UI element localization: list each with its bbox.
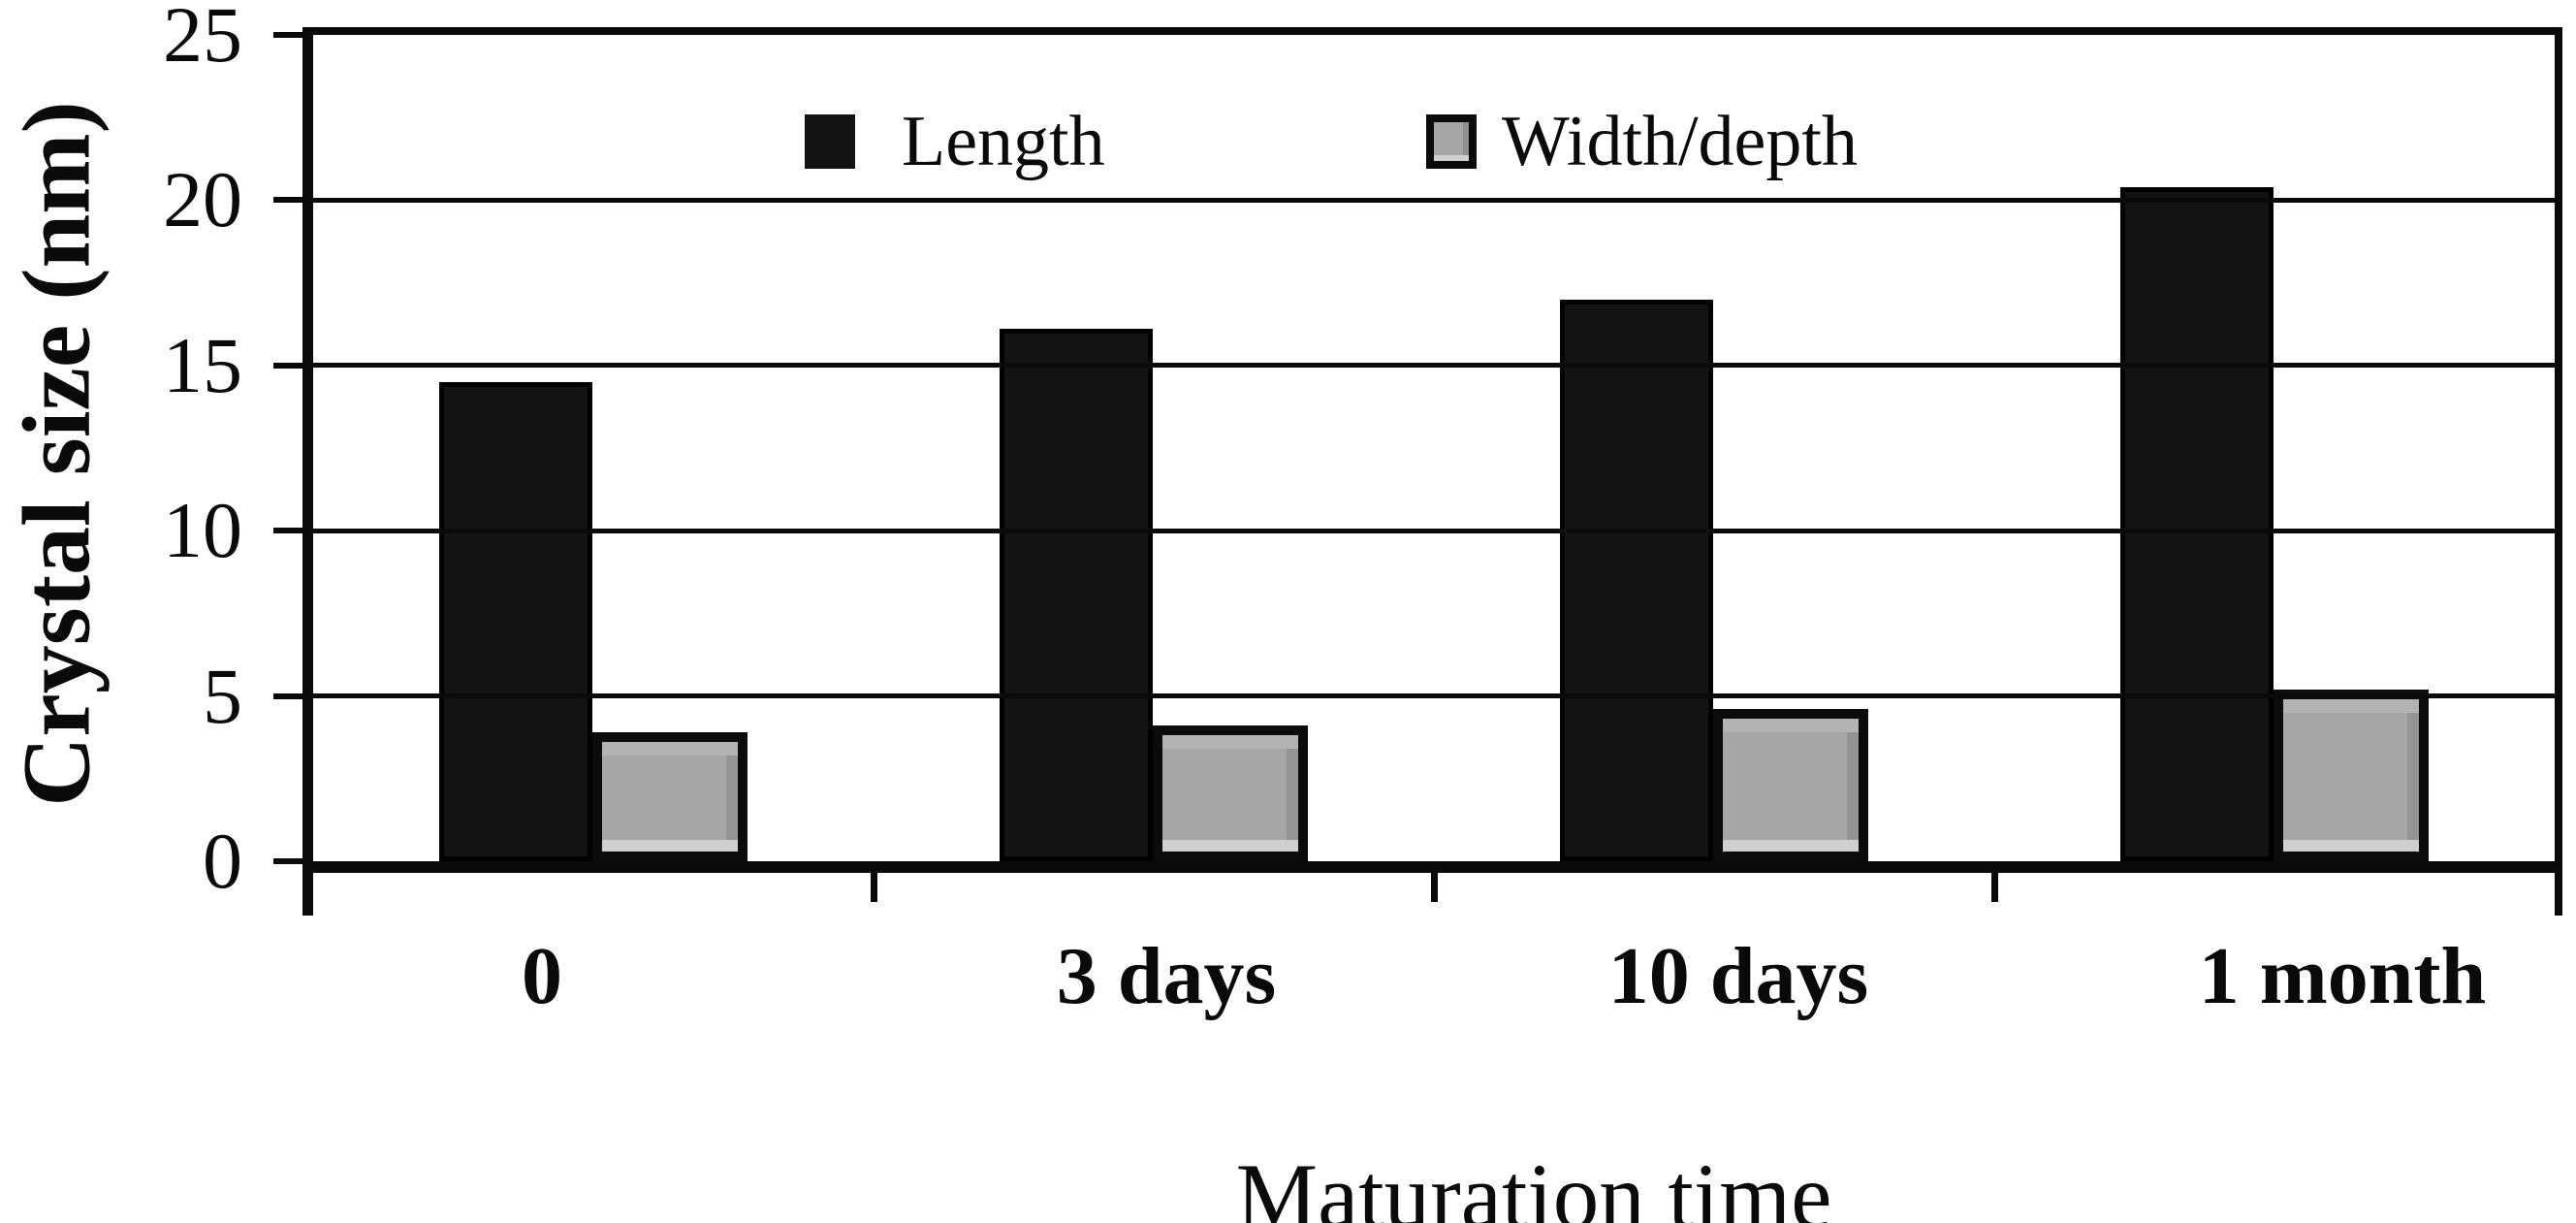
x-axis-tick-2: [1430, 861, 1438, 902]
plot-area: Length Width/depth: [302, 27, 2562, 873]
category-group-3: [1994, 35, 2555, 861]
x-axis-tick-0: [302, 861, 313, 916]
bar-widthdepth-2: [1712, 709, 1868, 861]
bar-length-3: [2120, 186, 2274, 861]
bar-length-0: [439, 381, 592, 861]
category-group-0: [313, 35, 874, 861]
legend-swatch-length-icon: [805, 114, 855, 169]
category-group-2: [1434, 35, 1994, 861]
category-label-2: 10 days: [1607, 931, 1869, 1021]
x-axis-title: Maturation time: [1235, 1144, 1832, 1223]
legend-swatch-widthdepth-icon: [1426, 114, 1477, 169]
bars-container: [313, 35, 2555, 861]
y-tick-label-10: 10: [163, 486, 242, 575]
y-tick-label-5: 5: [203, 651, 242, 740]
legend-label-length: Length: [902, 102, 1105, 181]
category-label-1: 3 days: [1056, 931, 1277, 1021]
gridline-y-15: [313, 363, 2555, 369]
y-tick-label-20: 20: [163, 155, 242, 244]
y-tick-label-25: 25: [163, 0, 242, 79]
legend-item-widthdepth: Width/depth: [1426, 102, 1858, 181]
x-axis-tick-4: [2555, 861, 2562, 916]
category-group-1: [874, 35, 1434, 861]
x-axis-tick-1: [870, 861, 877, 902]
bar-widthdepth-1: [1152, 725, 1308, 861]
bar-widthdepth-0: [591, 732, 747, 861]
bar-widthdepth-3: [2273, 689, 2429, 861]
gridline-y-10: [313, 528, 2555, 533]
y-axis-tick-25: [273, 32, 302, 38]
y-tick-label-15: 15: [163, 320, 242, 409]
bar-length-1: [1000, 329, 1153, 861]
gridline-y-5: [313, 693, 2555, 699]
legend-item-length: Length: [805, 102, 1105, 181]
y-tick-label-0: 0: [203, 817, 242, 905]
bar-length-2: [1560, 299, 1713, 861]
x-axis-tick-3: [1990, 861, 1998, 902]
category-label-0: 0: [522, 931, 562, 1021]
y-axis-tick-20: [273, 197, 302, 204]
y-axis-tick-15: [273, 362, 302, 369]
category-label-3: 1 month: [2198, 931, 2487, 1021]
legend-label-widthdepth: Width/depth: [1502, 102, 1858, 181]
y-axis-tick-0: [273, 858, 302, 864]
y-axis-tick-5: [273, 692, 302, 699]
gridline-y-20: [313, 197, 2555, 203]
y-axis-tick-10: [273, 528, 302, 534]
